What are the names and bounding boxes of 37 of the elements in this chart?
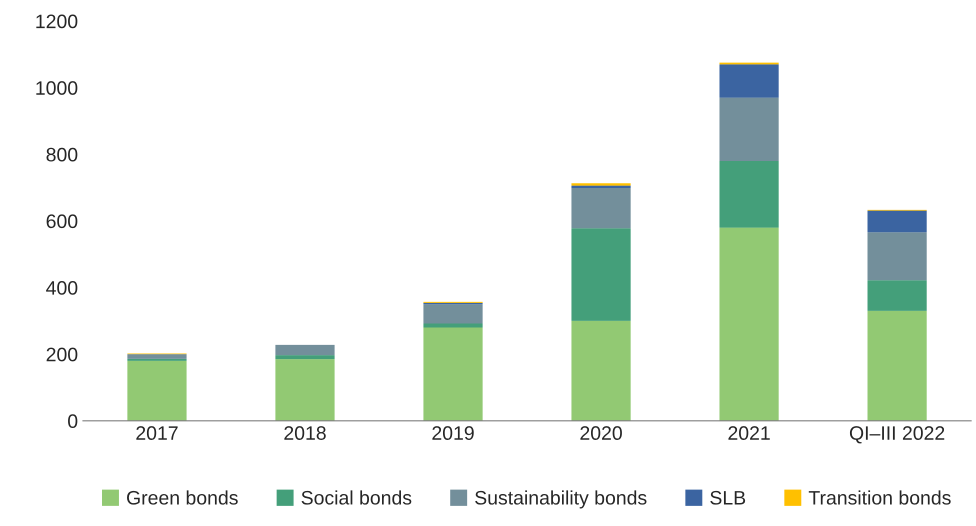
bar: [719, 98, 779, 161]
bar: [127, 354, 187, 359]
legend-label: SLB: [710, 490, 746, 505]
bar: [127, 360, 187, 421]
bar: [571, 320, 631, 421]
legend-label: Transition bonds: [808, 490, 951, 505]
bar: [719, 228, 779, 421]
legend-label: Green bonds: [127, 490, 238, 505]
bar: [423, 304, 483, 324]
bar: [423, 328, 483, 421]
legend-label: Social bonds: [302, 490, 412, 505]
y-tick-label: 600: [46, 214, 78, 228]
x-tick-label: 2021: [728, 426, 770, 440]
x-tick-label: 2018: [284, 426, 326, 440]
bar: [868, 232, 927, 280]
bar: [719, 64, 779, 98]
x-tick-label: 2019: [432, 426, 474, 440]
y-tick-label: 200: [46, 348, 78, 362]
bar: [423, 324, 483, 328]
bar: [275, 344, 335, 356]
legend-label: Sustainability bonds: [475, 490, 646, 508]
y-tick-label: 400: [46, 281, 78, 295]
y-tick-label: 1000: [36, 81, 78, 95]
y-tick-label: 0: [68, 414, 78, 428]
bar: [571, 228, 631, 321]
bar: [868, 280, 927, 311]
bar: [868, 210, 927, 232]
x-tick-label: 2020: [580, 426, 622, 440]
x-tick-label: 2017: [136, 426, 178, 440]
x-tick-label: QI–III 2022: [850, 426, 944, 444]
bar: [868, 310, 927, 421]
bar: [275, 359, 335, 421]
bar: [571, 188, 631, 228]
y-tick-label: 1200: [36, 14, 78, 28]
y-tick-label: 800: [46, 148, 78, 162]
bar: [275, 355, 335, 360]
bar: [719, 160, 779, 228]
